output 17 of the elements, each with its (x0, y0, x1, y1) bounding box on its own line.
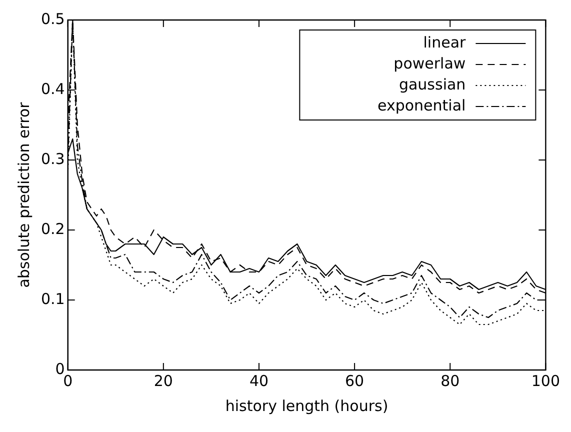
y-axis-title: absolute prediction error (14, 101, 33, 288)
x-tick-label: 20 (154, 372, 173, 390)
x-tick-label: 40 (249, 372, 269, 390)
y-tick-label: 0.3 (40, 150, 65, 168)
x-tick-label: 100 (531, 372, 560, 390)
y-tick-label: 0.2 (40, 220, 65, 238)
x-tick-label: 80 (440, 372, 460, 390)
legend-label: gaussian (398, 75, 466, 94)
legend-label: powerlaw (394, 54, 466, 72)
x-axis-title: history length (hours) (225, 396, 388, 415)
legend-label: exponential (377, 96, 466, 114)
y-tick-label: 0.4 (40, 80, 65, 98)
x-tick-label: 60 (345, 372, 364, 390)
y-tick-label: 0.5 (40, 10, 65, 28)
y-tick-label: 0 (55, 360, 65, 378)
y-tick-label: 0.1 (40, 290, 65, 308)
legend-label: linear (423, 33, 467, 52)
